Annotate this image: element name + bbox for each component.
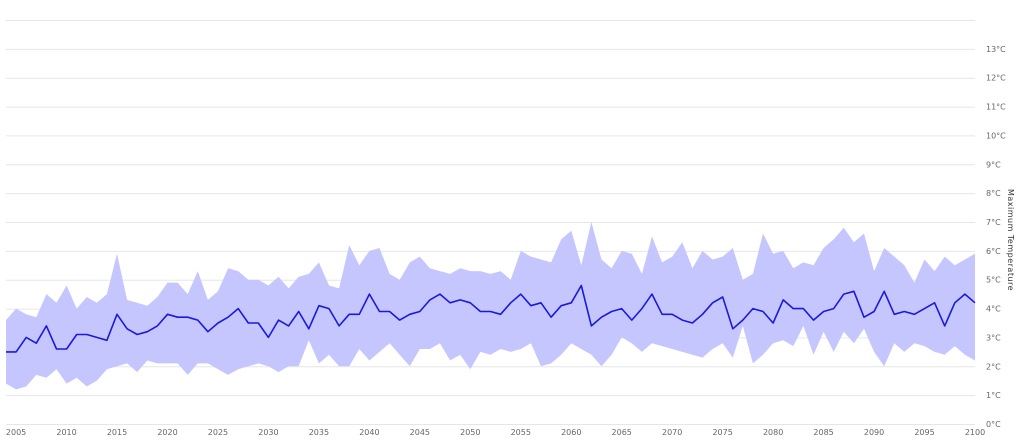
mean-temperature-line xyxy=(6,284,976,353)
y-tick-label: 13°C xyxy=(986,45,1006,54)
x-tick-label: 2100 xyxy=(965,428,985,437)
y-tick-label: 1°C xyxy=(986,391,1001,400)
y-tick-label: 3°C xyxy=(986,333,1001,342)
y-tick-label: 2°C xyxy=(986,362,1001,371)
y-tick-label: 9°C xyxy=(986,160,1001,169)
y-tick-label: 4°C xyxy=(986,305,1001,314)
x-tick-label: 2060 xyxy=(561,428,581,437)
x-tick-label: 2045 xyxy=(410,428,430,437)
x-tick-label: 2085 xyxy=(813,428,833,437)
x-axis-ticks: 2005 2010 2015 2020 2025 2030 2035 2040 2045 2050… xyxy=(6,428,985,437)
x-tick-label: 2030 xyxy=(258,428,278,437)
y-tick-label: 0°C xyxy=(986,420,1001,429)
x-tick-label: 2015 xyxy=(107,428,127,437)
y-axis-label: Maximum Temperature xyxy=(1006,189,1015,291)
range-band-layer xyxy=(6,222,975,390)
x-tick-label: 2005 xyxy=(6,428,26,437)
y-axis-ticks: 0°C 1°C 2°C 3°C 4°C 5°C 6°C 7°C 8°C 9°C 10°C 11°C 12… xyxy=(986,45,1006,429)
x-tick-label: 2040 xyxy=(359,428,379,437)
x-tick-label: 2050 xyxy=(460,428,480,437)
y-tick-label: 6°C xyxy=(986,247,1001,256)
x-tick-label: 2090 xyxy=(864,428,884,437)
x-tick-label: 2075 xyxy=(712,428,732,437)
range-band xyxy=(6,222,975,390)
y-tick-label: 8°C xyxy=(986,189,1001,198)
y-tick-label: 11°C xyxy=(986,103,1006,112)
x-tick-label: 2010 xyxy=(56,428,76,437)
y-tick-label: 10°C xyxy=(986,131,1006,140)
x-tick-label: 2055 xyxy=(511,428,531,437)
x-tick-label: 2080 xyxy=(763,428,783,437)
x-tick-label: 2025 xyxy=(208,428,228,437)
x-tick-label: 2070 xyxy=(662,428,682,437)
x-tick-label: 2065 xyxy=(612,428,632,437)
gridlines xyxy=(6,20,975,425)
x-tick-label: 2035 xyxy=(309,428,329,437)
x-tick-label: 2095 xyxy=(914,428,934,437)
y-tick-label: 7°C xyxy=(986,218,1001,227)
y-tick-label: 5°C xyxy=(986,276,1001,285)
mean-line-layer xyxy=(6,284,976,353)
x-tick-label: 2020 xyxy=(157,428,177,437)
y-tick-label: 12°C xyxy=(986,74,1006,83)
